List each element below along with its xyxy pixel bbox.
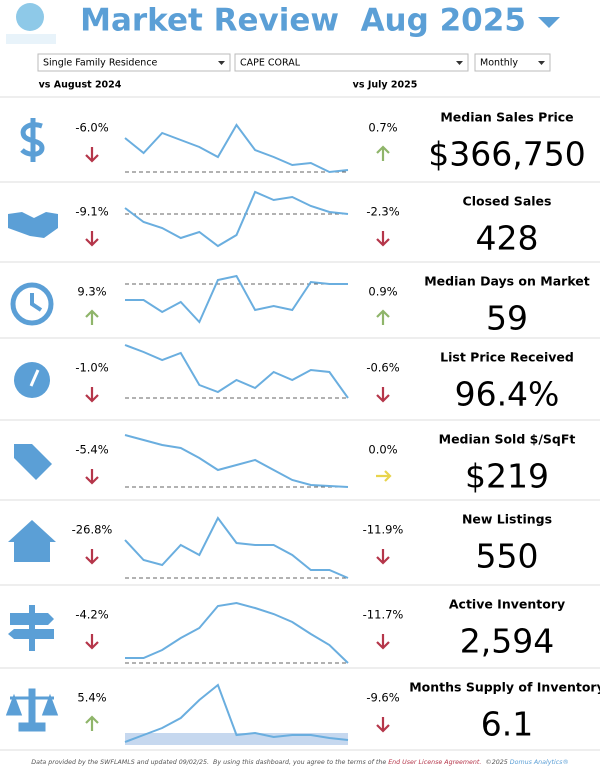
filter-caret	[538, 61, 545, 65]
yoy-arrow	[85, 715, 99, 731]
mom-change: -0.6%	[366, 361, 399, 375]
metric-value: 6.1	[481, 705, 533, 744]
yoy-change: -6.0%	[75, 121, 108, 135]
copyright: ©2025	[485, 758, 507, 766]
filter-caret	[218, 61, 225, 65]
trend-line	[124, 344, 349, 399]
mom-arrow	[376, 387, 390, 403]
filter-box[interactable]	[474, 53, 551, 72]
icon-dollar	[20, 118, 45, 162]
yoy-arrow	[85, 147, 99, 163]
yoy-arrow	[85, 549, 99, 565]
brand: Domus Analytics®	[510, 758, 569, 766]
metric-value: 59	[486, 299, 528, 338]
trend-line	[124, 190, 349, 248]
mom-arrow	[376, 231, 390, 247]
title: Market Review Aug 2025	[80, 3, 526, 39]
period-dropdown[interactable]	[538, 17, 560, 28]
mom-change: 0.9%	[368, 285, 397, 299]
trend-line	[124, 516, 349, 579]
filter-box[interactable]	[234, 53, 469, 72]
metric-value: 2,594	[460, 622, 554, 661]
metric-value: 96.4%	[455, 375, 560, 414]
metric-label: New Listings	[462, 512, 552, 527]
yoy-change: 5.4%	[77, 691, 106, 705]
license-link[interactable]: End User License Agreement.	[388, 758, 481, 766]
trend-line	[124, 434, 349, 488]
filter-value: CAPE CORAL	[240, 58, 301, 69]
icon-clock	[10, 282, 54, 326]
mom-arrow	[376, 309, 390, 325]
icon-handshake	[8, 212, 58, 238]
yoy-change: -4.2%	[75, 608, 108, 622]
logo-caption	[6, 34, 56, 44]
mom-change: -11.7%	[363, 608, 404, 622]
mom-arrow	[376, 717, 390, 733]
metric-value: 428	[476, 219, 539, 258]
footer-text: Data provided by the SWFLAMLS and update…	[31, 758, 386, 766]
icon-tag	[14, 444, 52, 480]
mom-arrow	[376, 549, 390, 565]
metric-value: 550	[476, 537, 539, 576]
yoy-change: 9.3%	[77, 285, 106, 299]
trend-line	[124, 683, 349, 743]
mom-arrow	[376, 470, 392, 482]
icon-clock-hands	[30, 293, 43, 312]
trend-line	[125, 601, 349, 664]
yoy-arrow	[85, 231, 99, 247]
yoy-change: -5.4%	[75, 443, 108, 457]
column-header: vs July 2025	[353, 80, 418, 91]
icon-house	[8, 520, 56, 562]
metric-label: Active Inventory	[449, 597, 565, 612]
yoy-arrow	[85, 387, 99, 403]
yoy-arrow	[85, 634, 99, 650]
mom-change: -9.6%	[366, 691, 399, 705]
filter-caret	[456, 61, 463, 65]
trend-line	[125, 274, 348, 324]
filter-value: Monthly	[480, 58, 518, 69]
filter-box[interactable]	[37, 53, 231, 72]
mom-arrow	[376, 145, 390, 161]
mom-change: 0.0%	[368, 443, 397, 457]
yoy-arrow	[85, 469, 99, 485]
yoy-change: -26.8%	[72, 523, 113, 537]
yoy-arrow	[85, 309, 99, 325]
metric-label: Months Supply of Inventory	[409, 680, 600, 695]
metric-label: Median Sold $/SqFt	[439, 432, 576, 447]
mom-change: -2.3%	[366, 205, 399, 219]
footer: Data provided by the SWFLAMLS and update…	[31, 758, 569, 766]
yoy-change: -9.1%	[75, 205, 108, 219]
metric-label: Closed Sales	[463, 194, 552, 209]
trend-line	[124, 123, 349, 174]
mom-change: 0.7%	[368, 121, 397, 135]
metric-value: $219	[465, 457, 549, 496]
yoy-change: -1.0%	[75, 361, 108, 375]
logo	[16, 3, 44, 31]
metric-label: Median Days on Market	[424, 274, 590, 289]
icon-gauge-needle	[29, 369, 40, 387]
column-header: vs August 2024	[39, 80, 122, 91]
metric-label: List Price Received	[440, 350, 574, 365]
mom-change: -11.9%	[363, 523, 404, 537]
icon-signpost	[8, 605, 54, 651]
icon-scales	[5, 688, 59, 732]
filter-value: Single Family Residence	[43, 58, 158, 69]
metric-value: $366,750	[428, 135, 585, 174]
mom-arrow	[376, 634, 390, 650]
metric-label: Median Sales Price	[440, 110, 573, 125]
